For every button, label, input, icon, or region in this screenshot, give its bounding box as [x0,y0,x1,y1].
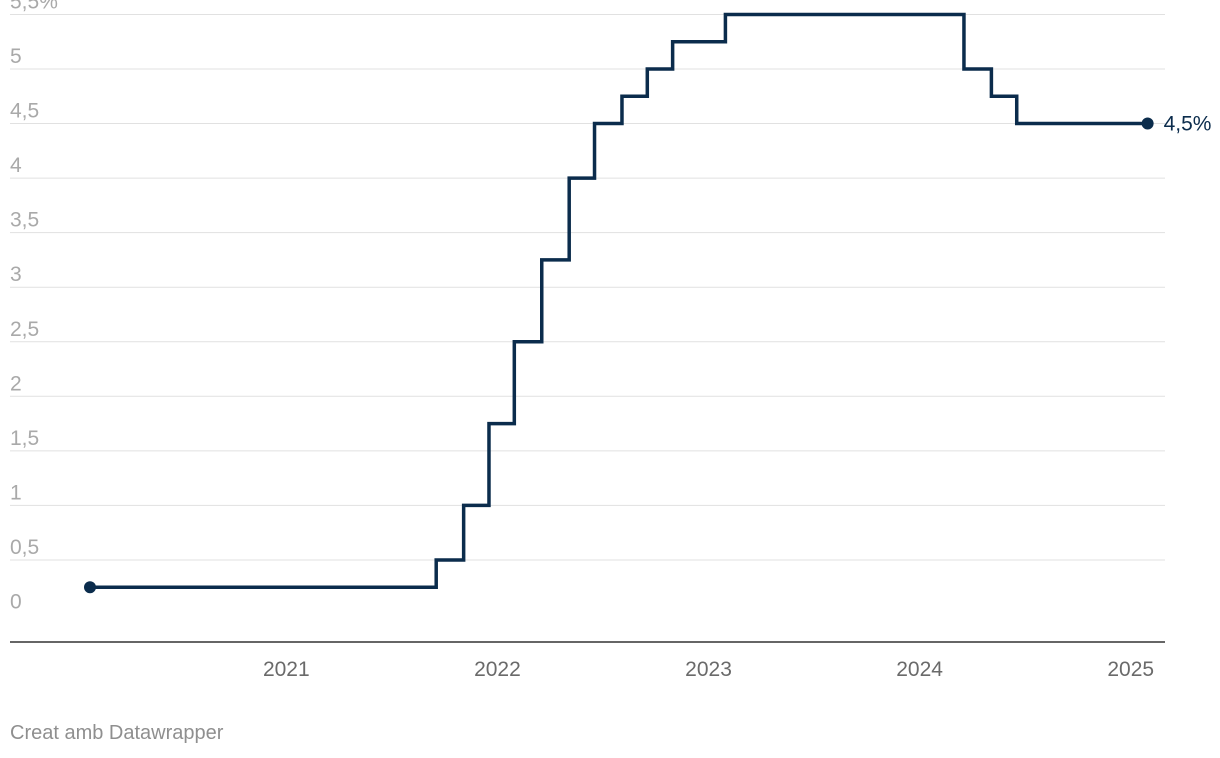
y-tick-label: 1 [10,481,22,504]
x-tick-label: 2022 [474,658,521,681]
y-tick-label: 5,5% [10,0,58,13]
x-tick-label: 2024 [896,658,943,681]
x-tick-label: 2025 [1107,658,1154,681]
y-tick-label: 2,5 [10,318,39,341]
y-tick-label: 0 [10,591,22,614]
y-tick-label: 3 [10,263,22,286]
end-point [1141,117,1154,130]
series: 4,5% [84,12,1212,594]
y-tick-label: 2 [10,372,22,395]
y-tick-label: 0,5 [10,536,39,559]
x-tick-label: 2021 [263,658,310,681]
y-tick-label: 3,5 [10,209,39,232]
y-tick-label: 1,5 [10,427,39,450]
y-tick-label: 4,5 [10,100,39,123]
x-tick-label: 2023 [685,658,732,681]
x-axis: 2021 2022 2023 2024 2025 [263,658,1154,681]
start-point [84,581,96,594]
y-axis: 0 0,5 1 1,5 2 2,5 3 3,5 4 4,5 5 5,5% [10,0,58,614]
series-line [90,12,1148,589]
end-value-label: 4,5% [1164,113,1212,136]
y-tick-label: 4 [10,154,22,177]
credit-text: Creat amb Datawrapper [10,722,224,744]
y-tick-label: 5 [10,45,22,68]
